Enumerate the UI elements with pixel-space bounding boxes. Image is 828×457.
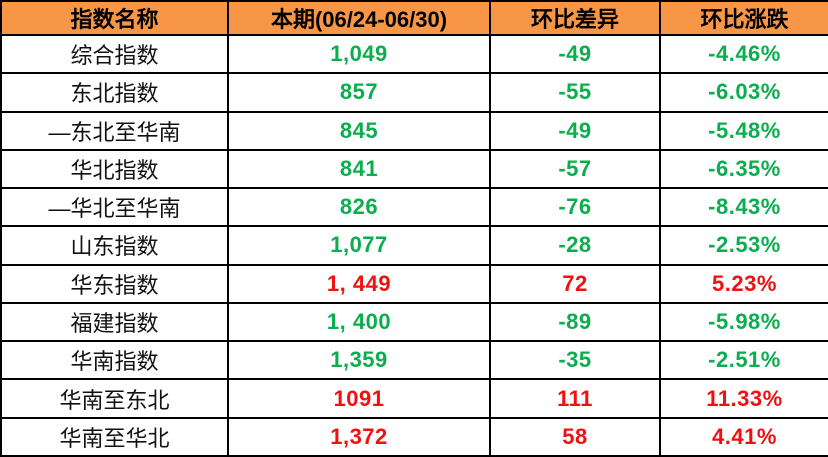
header-index-name: 指数名称 xyxy=(0,0,229,36)
diff-cell: -89 xyxy=(489,301,661,343)
change-cell: -2.53% xyxy=(659,225,828,266)
change-cell: -8.43% xyxy=(659,187,828,228)
table-row: 综合指数 1,049 -49 -4.46% xyxy=(0,33,828,75)
current-value-cell: 1,359 xyxy=(227,340,491,381)
diff-cell: -49 xyxy=(489,110,661,151)
index-name-cell: 华南指数 xyxy=(0,340,229,381)
current-value-cell: 841 xyxy=(227,148,491,190)
header-current-period: 本期(06/24-06/30) xyxy=(227,0,491,36)
table-row: —华北至华南 826 -76 -8.43% xyxy=(0,187,828,228)
table-row: 东北指数 857 -55 -6.03% xyxy=(0,72,828,113)
current-value-cell: 1,049 xyxy=(227,33,491,75)
diff-cell: -76 xyxy=(489,187,661,228)
index-name-cell: 华东指数 xyxy=(0,263,229,304)
index-name-cell: 福建指数 xyxy=(0,301,229,343)
index-name-cell: 华南至华北 xyxy=(0,416,229,457)
current-value-cell: 857 xyxy=(227,72,491,113)
diff-cell: 111 xyxy=(489,378,661,419)
diff-cell: -57 xyxy=(489,148,661,190)
table-header-row: 指数名称 本期(06/24-06/30) 环比差异 环比涨跌 xyxy=(0,0,828,36)
header-chain-diff: 环比差异 xyxy=(489,0,661,36)
change-cell: 4.41% xyxy=(659,416,828,457)
index-name-cell: 华北指数 xyxy=(0,148,229,190)
diff-cell: -55 xyxy=(489,72,661,113)
diff-cell: 72 xyxy=(489,263,661,304)
table-row: 华东指数 1, 449 72 5.23% xyxy=(0,263,828,304)
diff-cell: 58 xyxy=(489,416,661,457)
diff-cell: -35 xyxy=(489,340,661,381)
current-value-cell: 1091 xyxy=(227,378,491,419)
table-row: 华北指数 841 -57 -6.35% xyxy=(0,148,828,190)
table-row: 福建指数 1, 400 -89 -5.98% xyxy=(0,301,828,343)
table-row: 华南至东北 1091 111 11.33% xyxy=(0,378,828,419)
change-cell: -6.03% xyxy=(659,72,828,113)
index-name-cell: 华南至东北 xyxy=(0,378,229,419)
change-cell: -2.51% xyxy=(659,340,828,381)
index-name-cell: —东北至华南 xyxy=(0,110,229,151)
diff-cell: -49 xyxy=(489,33,661,75)
table-row: —东北至华南 845 -49 -5.48% xyxy=(0,110,828,151)
table-row: 华南至华北 1,372 58 4.41% xyxy=(0,416,828,457)
index-name-cell: —华北至华南 xyxy=(0,187,229,228)
index-name-cell: 综合指数 xyxy=(0,33,229,75)
change-cell: -6.35% xyxy=(659,148,828,190)
table-row: 山东指数 1,077 -28 -2.53% xyxy=(0,225,828,266)
change-cell: -4.46% xyxy=(659,33,828,75)
current-value-cell: 845 xyxy=(227,110,491,151)
header-chain-change: 环比涨跌 xyxy=(659,0,828,36)
diff-cell: -28 xyxy=(489,225,661,266)
current-value-cell: 1,077 xyxy=(227,225,491,266)
change-cell: -5.48% xyxy=(659,110,828,151)
index-name-cell: 山东指数 xyxy=(0,225,229,266)
change-cell: -5.98% xyxy=(659,301,828,343)
change-cell: 5.23% xyxy=(659,263,828,304)
current-value-cell: 1,372 xyxy=(227,416,491,457)
change-cell: 11.33% xyxy=(659,378,828,419)
current-value-cell: 826 xyxy=(227,187,491,228)
index-name-cell: 东北指数 xyxy=(0,72,229,113)
current-value-cell: 1, 449 xyxy=(227,263,491,304)
current-value-cell: 1, 400 xyxy=(227,301,491,343)
table-row: 华南指数 1,359 -35 -2.51% xyxy=(0,340,828,381)
